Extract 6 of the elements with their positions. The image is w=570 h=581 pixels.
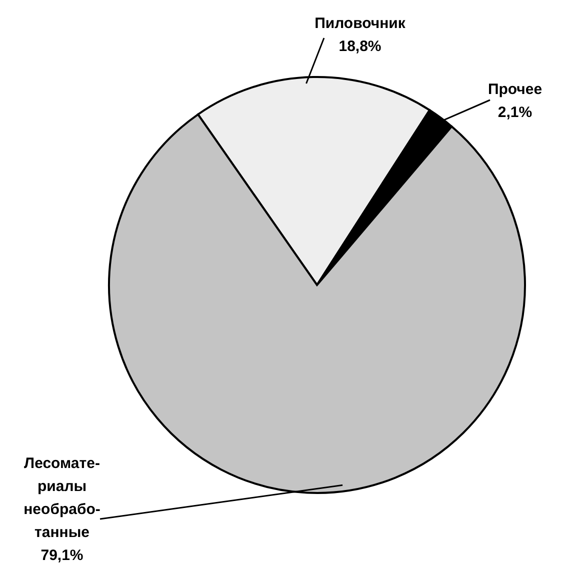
slice-label: Лесомате- риалы необрабо- танные (24, 455, 100, 541)
data-label: 79,1% (40, 547, 84, 564)
slice-label: Прочее (488, 81, 542, 98)
data-label: 18,8% (338, 38, 382, 55)
slice-label: Пиловочник (314, 15, 406, 32)
data-label: 2,1% (498, 104, 532, 121)
